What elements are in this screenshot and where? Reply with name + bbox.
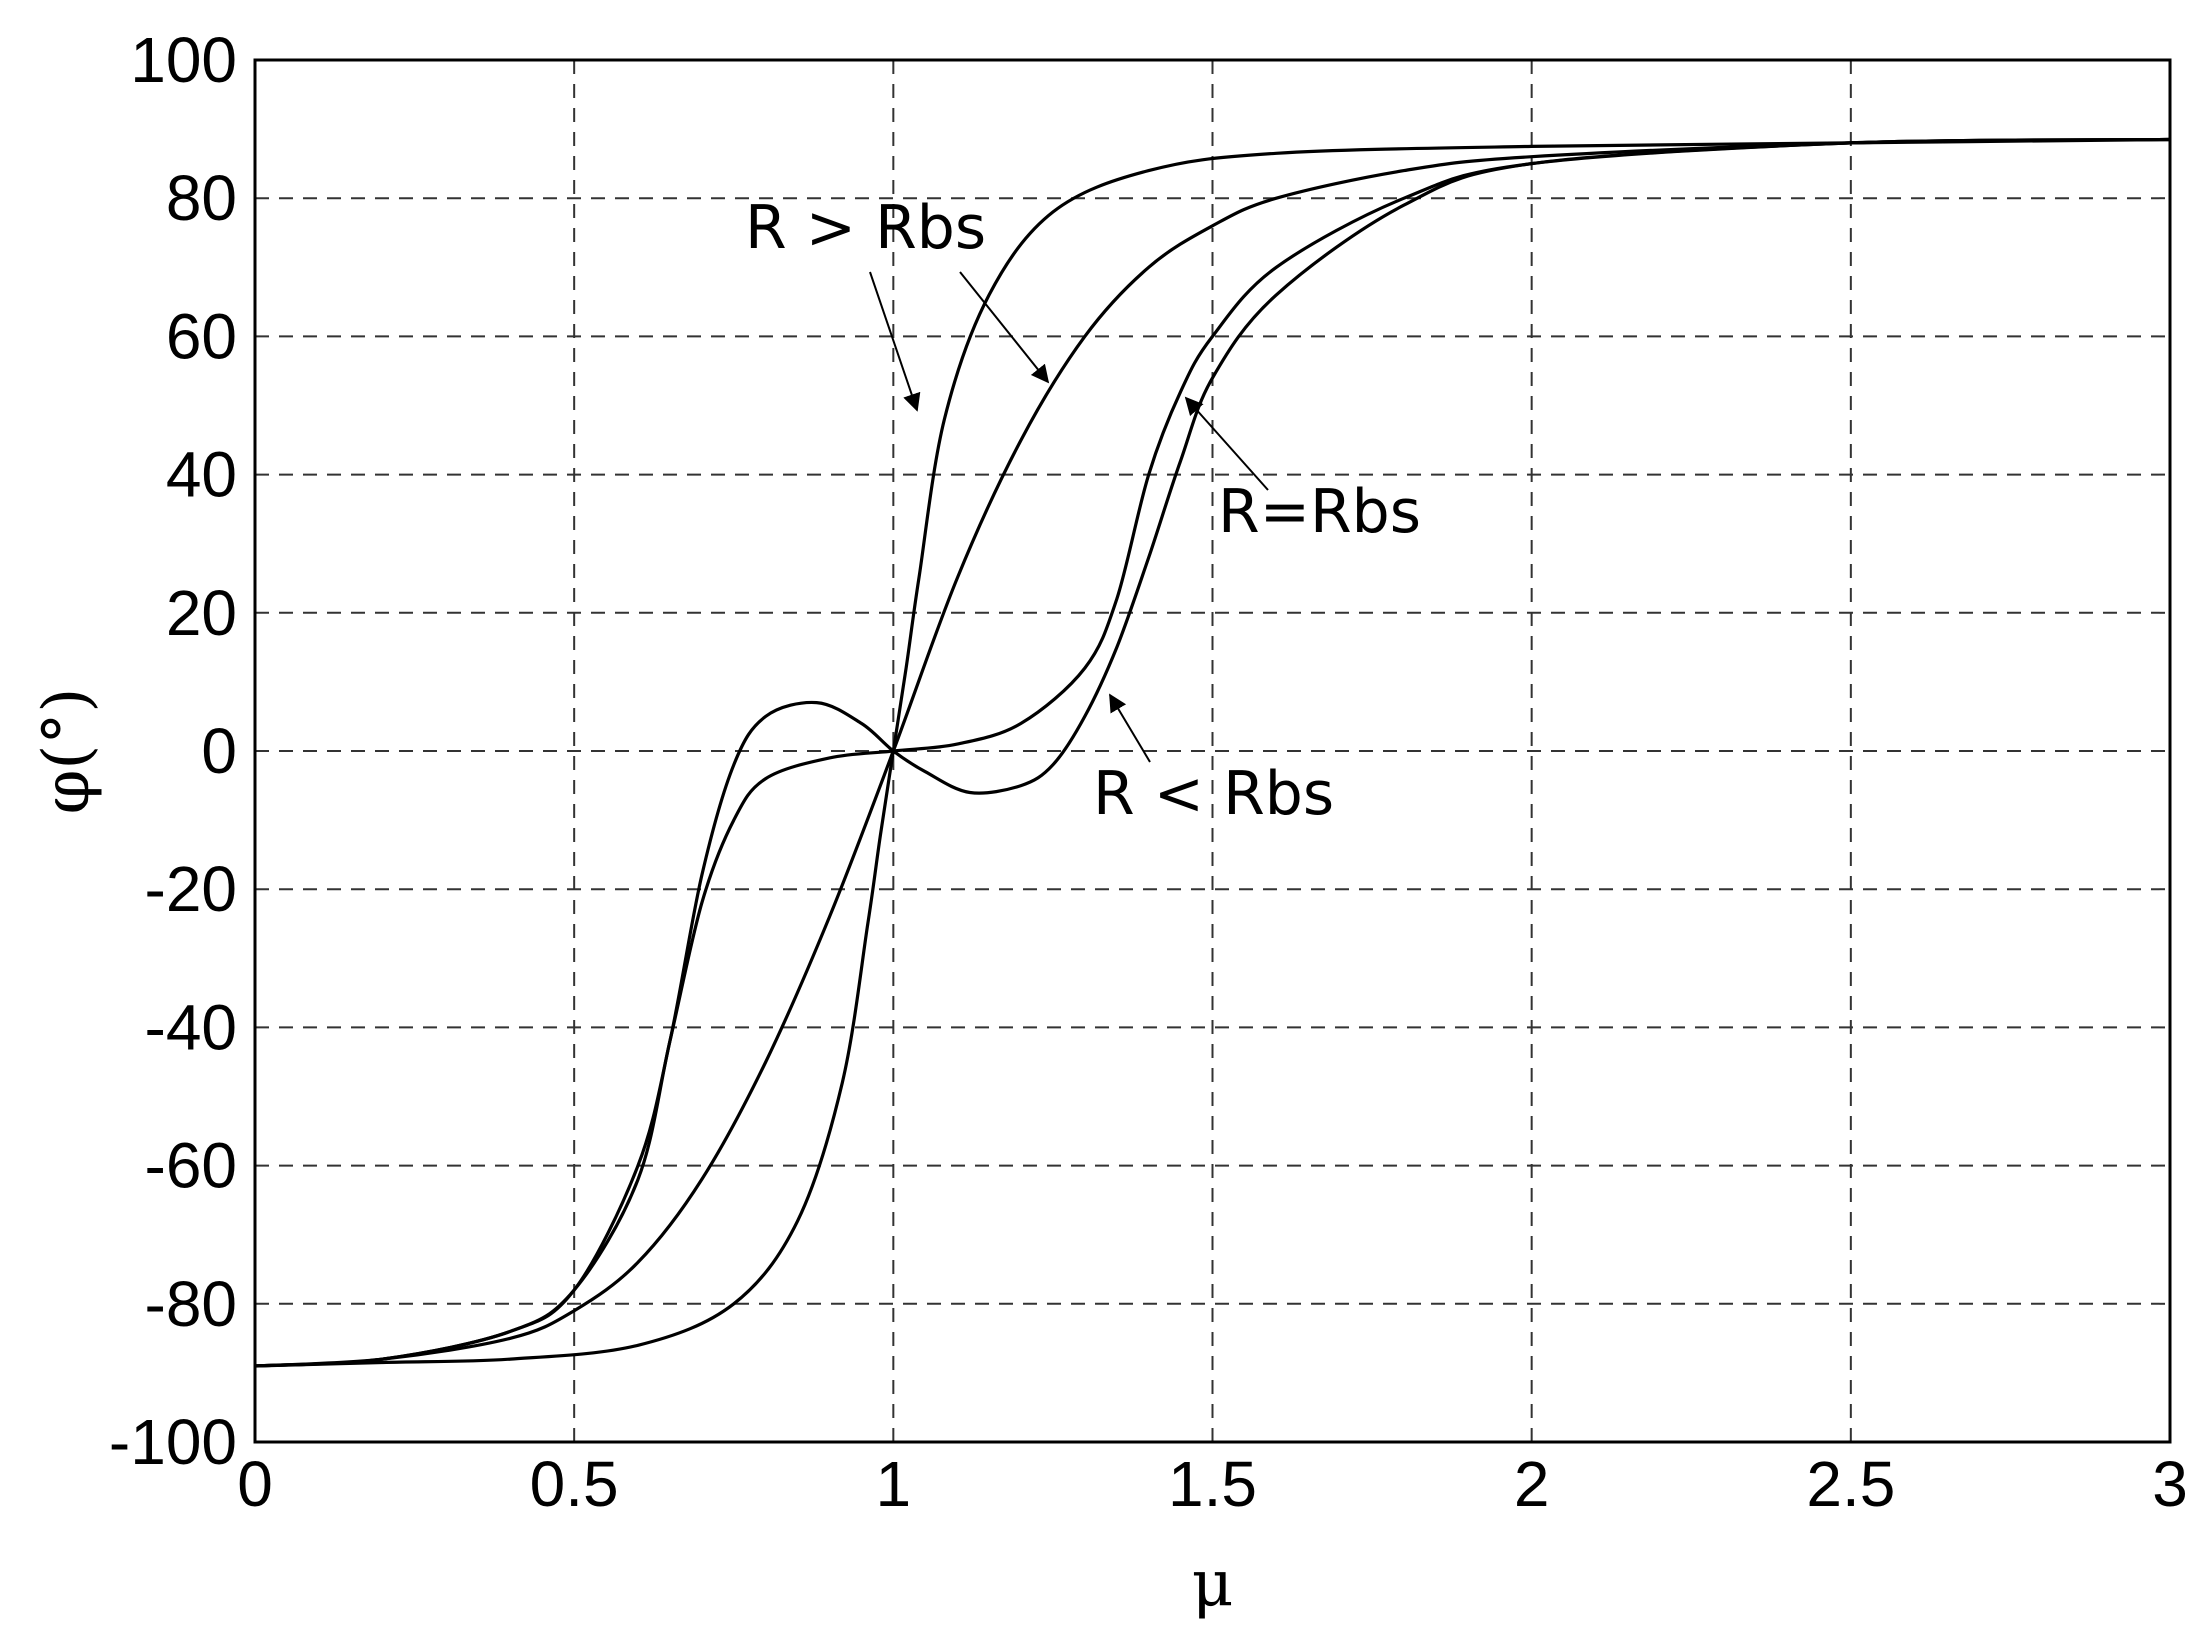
annotation-label-3: R < Rbs [1093, 759, 1334, 829]
y-tick-label-10: -100 [109, 1406, 237, 1478]
series-group [254, 137, 2171, 1368]
y-tick-label-6: -20 [145, 853, 238, 925]
grid [255, 60, 2170, 1442]
y-tick-label-1: 80 [166, 162, 237, 234]
annotation-arrow-2-1 [1184, 396, 1269, 491]
y-tick-label-7: -40 [145, 991, 238, 1063]
y-tick-label-8: -60 [145, 1130, 238, 1202]
annotation-arrow-1-2 [959, 271, 1050, 384]
x-tick-label-6: 3 [2152, 1448, 2188, 1520]
x-tick-label-3: 1.5 [1168, 1448, 1257, 1520]
annotation-label-1: R > Rbs [745, 193, 986, 263]
y-axis-label: φ(°) [30, 688, 104, 815]
y-tick-label-2: 60 [166, 300, 237, 372]
annotation-arrow-1-1 [869, 271, 921, 412]
x-tick-label-1: 0.5 [530, 1448, 619, 1520]
series-line-1 [254, 137, 2171, 1368]
y-tick-label-3: 40 [166, 439, 237, 511]
series-line-3 [254, 137, 2171, 1368]
annotation-label-2: R=Rbs [1218, 477, 1421, 547]
y-tick-label-4: 20 [166, 577, 237, 649]
annotations: R > Rbs R=Rbs R < Rbs [745, 193, 1421, 829]
x-axis-label: μ [1192, 1547, 1234, 1621]
x-tick-label-0: 0 [237, 1448, 273, 1520]
series-line-4 [254, 137, 2171, 1368]
plot-frame [253, 58, 2172, 1444]
x-tick-label-4: 2 [1514, 1448, 1550, 1520]
y-tick-label-0: 100 [130, 24, 237, 96]
annotation-arrow-3-1 [1109, 693, 1151, 763]
y-tick-label-9: -80 [145, 1268, 238, 1340]
series-line-2 [254, 137, 2171, 1368]
y-tick-label-5: 0 [201, 715, 237, 787]
tick-labels: 0 0.5 1 1.5 2 2.5 3 100 80 60 40 20 0 -20 -40 -60 -80 -10… [109, 24, 2188, 1520]
x-tick-label-5: 2.5 [1806, 1448, 1895, 1520]
x-tick-label-2: 1 [876, 1448, 912, 1520]
